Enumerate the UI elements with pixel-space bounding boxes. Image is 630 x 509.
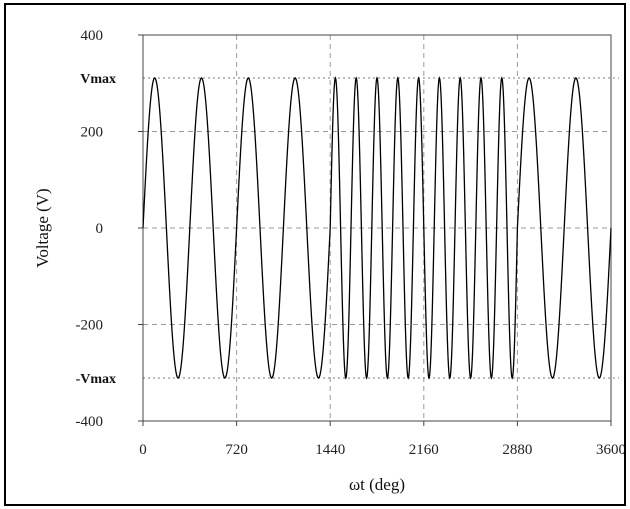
x-tick-label: 0 — [139, 442, 147, 458]
y-tick-label: 0 — [96, 221, 104, 237]
voltage-waveform — [142, 76, 612, 380]
x-tick-label: 3600 — [596, 442, 624, 458]
vmax-label: Vmax — [80, 72, 116, 87]
y-tick-label: -200 — [76, 318, 104, 334]
series-layer — [142, 76, 612, 380]
y-axis-title: Voltage (V) — [33, 188, 52, 267]
x-tick-label: 2880 — [502, 442, 532, 458]
neg-vmax-label: -Vmax — [76, 372, 116, 387]
reference-lines — [143, 77, 619, 379]
y-tick-label: -400 — [76, 414, 104, 430]
x-axis-title: ωt (deg) — [349, 475, 405, 494]
x-tick-label: 720 — [225, 442, 248, 458]
x-tick-label: 2160 — [409, 442, 439, 458]
chart-frame: 400 200 0 -200 -400 0 720 1440 2160 2880 3600 Vma… — [4, 3, 626, 506]
y-tick-label: 400 — [81, 28, 104, 44]
x-tick-label: 1440 — [315, 442, 345, 458]
voltage-chart: 400 200 0 -200 -400 0 720 1440 2160 2880 3600 Vma… — [33, 28, 624, 494]
y-tick-label: 200 — [81, 125, 104, 141]
y-tick-labels: 400 200 0 -200 -400 — [76, 28, 143, 430]
x-tick-labels: 0 720 1440 2160 2880 3600 — [139, 421, 624, 458]
reference-labels: Vmax -Vmax — [76, 72, 116, 387]
